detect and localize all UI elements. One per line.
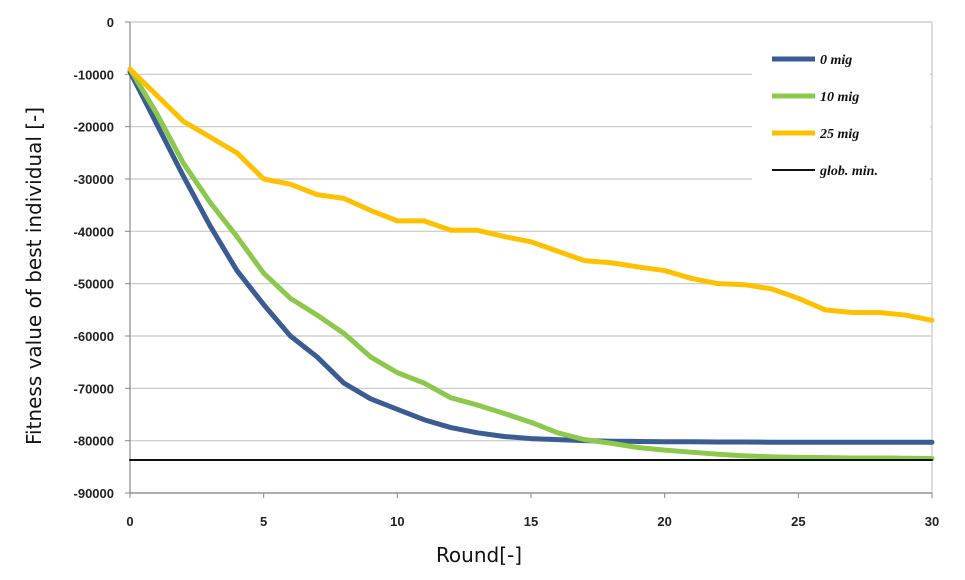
x-tick-label: 0 xyxy=(126,514,133,529)
y-tick-label: -30000 xyxy=(74,172,114,187)
x-tick-label: 30 xyxy=(925,514,939,529)
y-tick-label: -60000 xyxy=(74,329,114,344)
legend-label: 10 mig xyxy=(820,90,859,105)
x-tick-label: 15 xyxy=(524,514,538,529)
y-axis-title: Fitness value of best individual [-] xyxy=(22,107,46,445)
y-tick-label: -70000 xyxy=(74,381,114,396)
y-tick-label: -90000 xyxy=(74,486,114,501)
x-tick-label: 5 xyxy=(260,514,267,529)
y-tick-label: 0 xyxy=(107,15,114,30)
legend-label: glob. min. xyxy=(819,164,878,179)
y-tick-label: -10000 xyxy=(74,67,114,82)
legend-label: 0 mig xyxy=(820,53,852,68)
y-tick-label: -80000 xyxy=(74,434,114,449)
x-tick-label: 25 xyxy=(791,514,805,529)
legend-box xyxy=(752,40,930,182)
x-tick-label: 10 xyxy=(390,514,404,529)
series-lines xyxy=(127,66,935,462)
y-tick-label: -40000 xyxy=(74,224,114,239)
y-tick-label: -50000 xyxy=(74,277,114,292)
legend: 0 mig 10 mig 25 mig glob. min. xyxy=(752,40,930,182)
series-line-0-mig xyxy=(127,69,935,445)
x-tick-label: 20 xyxy=(657,514,671,529)
axes: 0 -10000 -20000 -30000 -40000 -50000 -60000 -70… xyxy=(74,15,940,529)
legend-label: 25 mig xyxy=(819,127,859,142)
x-axis-title: Round[-] xyxy=(436,543,522,567)
series-line-10-mig xyxy=(127,66,935,461)
y-tick-label: -20000 xyxy=(74,120,114,135)
series-line-25-mig xyxy=(127,66,935,323)
